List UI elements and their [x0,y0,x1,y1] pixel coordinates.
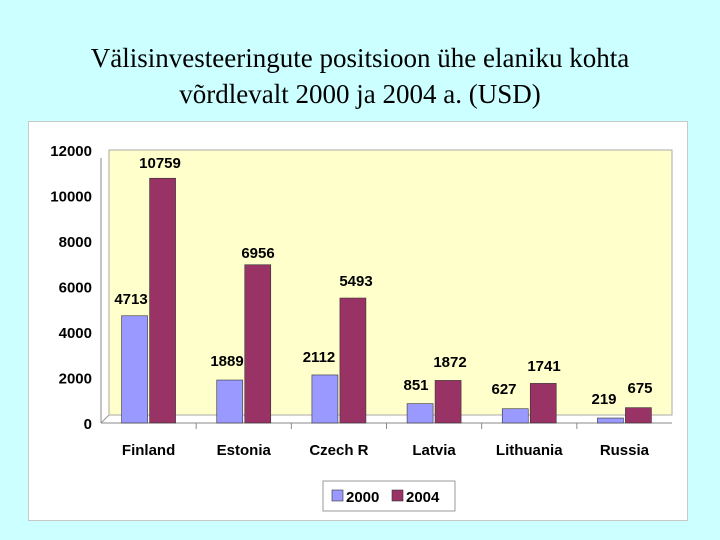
data-label-2000: 219 [591,391,616,408]
bar-2000 [121,315,148,424]
legend-box [322,480,456,512]
data-label-2004: 1741 [527,358,560,375]
bar-2004 [149,177,176,424]
slide-title: Välisinvesteeringute positsioon ühe elan… [0,40,720,112]
bar-2004 [529,383,557,424]
bar-2000 [216,379,244,424]
bar-2000 [501,408,529,424]
data-label-2000: 851 [403,377,428,394]
data-label-2004: 10759 [139,155,181,172]
data-label-2000: 2112 [303,349,336,366]
legend-swatch-2000 [331,489,344,502]
x-tick-label: Lithuania [496,442,563,459]
y-tick-label: 12000 [50,143,92,160]
y-tick-label: 4000 [59,325,92,342]
bar-2000 [311,374,339,424]
data-label-2000: 4713 [114,291,147,308]
plot-wall [108,149,673,416]
legend-swatch-2004 [391,489,404,502]
data-label-2004: 5493 [339,273,372,290]
y-tick-label: 6000 [59,280,92,297]
y-tick-label: 0 [84,416,92,433]
legend-label-2000: 2000 [346,489,379,506]
data-label-2004: 675 [627,380,652,397]
x-tick-label: Czech R [309,442,368,459]
data-label-2000: 1889 [210,353,243,370]
bar-2000 [597,417,624,424]
x-tick-label: Russia [600,442,650,459]
x-tick-label: Estonia [217,442,272,459]
bar-2004 [625,407,652,424]
title-line-2: võrdlevalt 2000 ja 2004 a. (USD) [179,79,541,109]
title-line-1: Välisinvesteeringute positsioon ühe elan… [90,43,630,73]
bar-2004 [434,380,462,424]
y-tick-label: 2000 [59,371,92,388]
bar-2000 [406,403,434,424]
bar-2004 [244,264,272,424]
y-tick-label: 8000 [59,234,92,251]
data-label-2000: 627 [491,381,516,398]
data-label-2004: 6956 [241,245,274,262]
y-tick-label: 10000 [50,189,92,206]
legend-label-2004: 2004 [406,489,440,506]
x-tick-label: Finland [122,442,175,459]
x-tick-label: Latvia [412,442,456,459]
bar-2004 [339,297,367,424]
data-label-2004: 1872 [433,354,466,371]
